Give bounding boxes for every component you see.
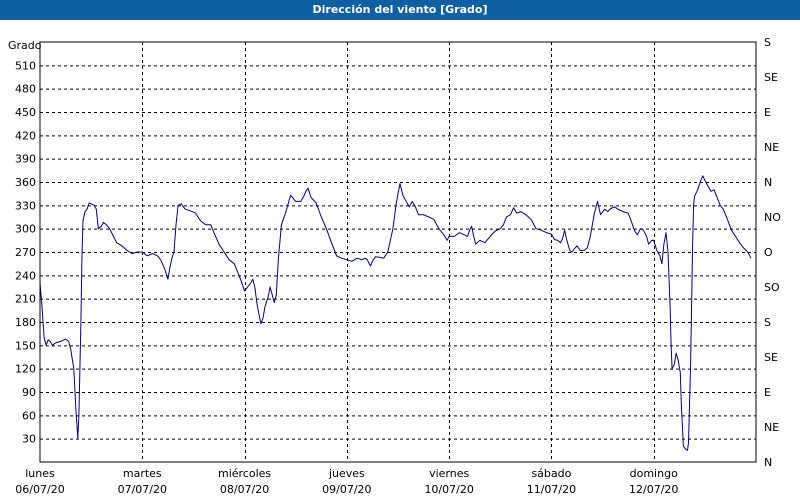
series-group bbox=[39, 175, 752, 451]
right-tick-label: E bbox=[764, 106, 771, 119]
right-tick-label: SE bbox=[764, 71, 778, 84]
y-tick-label: 270 bbox=[15, 246, 36, 259]
x-tick-date: 06/07/20 bbox=[15, 483, 64, 496]
x-tick-day: viernes bbox=[429, 467, 469, 480]
right-tick-label: SE bbox=[764, 351, 778, 364]
y-tick-label: 120 bbox=[15, 363, 36, 376]
x-tick-date: 10/07/20 bbox=[424, 483, 473, 496]
x-tick-day: domingo bbox=[630, 467, 678, 480]
x-tick-date: 07/07/20 bbox=[118, 483, 167, 496]
right-tick-label: O bbox=[764, 246, 773, 259]
right-tick-label: S bbox=[764, 36, 771, 49]
x-tick-day: jueves bbox=[328, 467, 365, 480]
right-tick-labels: N NE E SE S SO O NO N NE E SE S bbox=[764, 36, 781, 469]
x-tick-day: miércoles bbox=[218, 467, 271, 480]
y-tick-label: 30 bbox=[22, 433, 36, 446]
y-tick-label: 300 bbox=[15, 223, 36, 236]
y-tick-label: 180 bbox=[15, 316, 36, 329]
x-tick-day: sábado bbox=[531, 467, 571, 480]
x-tick-day: martes bbox=[123, 467, 162, 480]
right-tick-label: NO bbox=[764, 211, 781, 224]
y-tick-label: 390 bbox=[15, 153, 36, 166]
y-tick-label: 360 bbox=[15, 176, 36, 189]
right-tick-label: S bbox=[764, 316, 771, 329]
gridlines bbox=[40, 42, 756, 462]
x-tick-day: lunes bbox=[25, 467, 55, 480]
window-title: Dirección del viento [Grado] bbox=[0, 0, 800, 20]
x-tick-date: 09/07/20 bbox=[322, 483, 371, 496]
x-tick-date: 11/07/20 bbox=[527, 483, 576, 496]
right-tick-label: N bbox=[764, 456, 772, 469]
y-tick-label: 60 bbox=[22, 409, 36, 422]
y-tick-label: 330 bbox=[15, 199, 36, 212]
right-tick-label: E bbox=[764, 386, 771, 399]
y-tick-label: 150 bbox=[15, 339, 36, 352]
x-tick-labels: lunes 06/07/20 martes 07/07/20 miércoles 08/0… bbox=[15, 467, 678, 496]
right-tick-label: SO bbox=[764, 281, 780, 294]
y-tick-label: 210 bbox=[15, 293, 36, 306]
right-tick-label: NE bbox=[764, 141, 779, 154]
y-tick-label: 420 bbox=[15, 129, 36, 142]
y-tick-label: 90 bbox=[22, 386, 36, 399]
x-tick-date: 08/07/20 bbox=[220, 483, 269, 496]
y-tick-label: 510 bbox=[15, 59, 36, 72]
y-tick-label: 240 bbox=[15, 269, 36, 282]
y-axis-label: Grado bbox=[8, 39, 42, 52]
series-line bbox=[39, 175, 752, 451]
y-tick-labels: 30 60 90 120 150 180 210 240 270 300 330 360 390 420 4… bbox=[15, 59, 36, 445]
right-tick-label: N bbox=[764, 176, 772, 189]
x-tick-date: 12/07/20 bbox=[629, 483, 678, 496]
right-tick-label: NE bbox=[764, 421, 779, 434]
y-tick-label: 450 bbox=[15, 106, 36, 119]
plot-frame bbox=[39, 41, 757, 463]
y-tick-label: 480 bbox=[15, 83, 36, 96]
wind-direction-chart: Grado 3060901201501802102402703003303603… bbox=[8, 36, 781, 496]
